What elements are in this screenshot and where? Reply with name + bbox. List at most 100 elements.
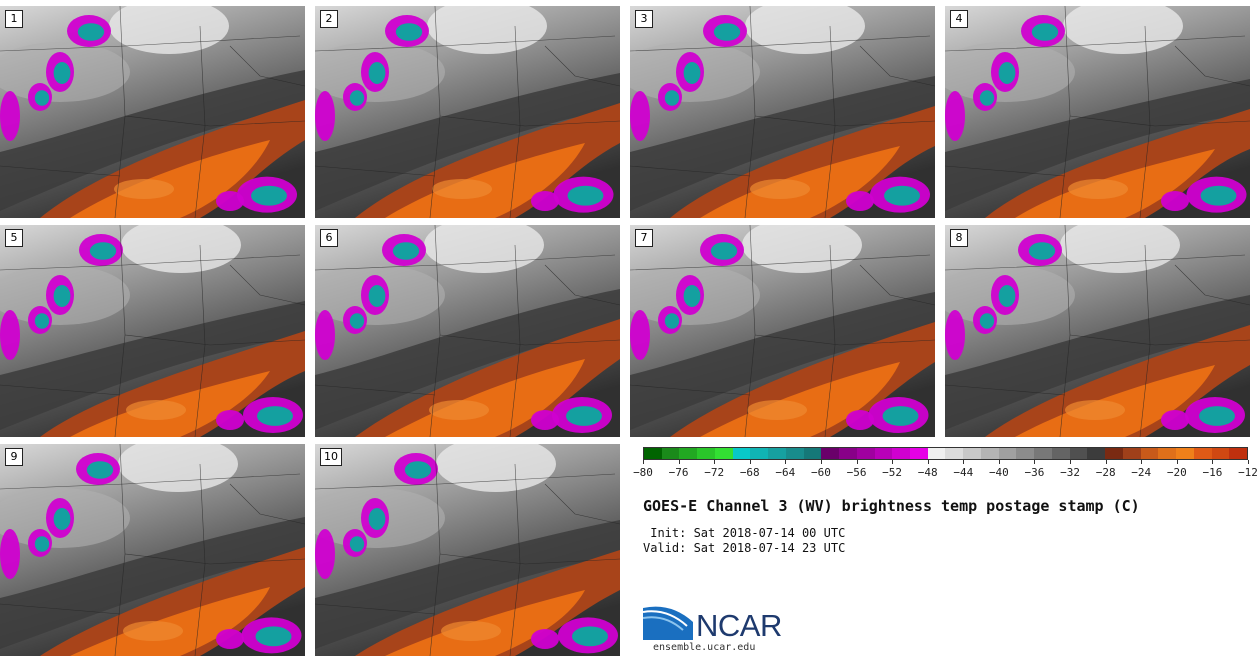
map-panel-7: 7 <box>630 225 935 437</box>
site-url: ensemble.ucar.edu <box>653 642 756 653</box>
colorbar-tick-label: −24 <box>1131 466 1152 479</box>
colorbar-tick-label: −36 <box>1024 466 1045 479</box>
colorbar-swatch <box>1087 448 1106 459</box>
wv-map-image <box>0 444 305 656</box>
colorbar-tick-label: −64 <box>775 466 796 479</box>
wv-map-image <box>0 6 305 218</box>
colorbar-tick-label: −44 <box>953 466 974 479</box>
colorbar-swatch <box>1140 448 1159 459</box>
colorbar-swatch <box>910 448 928 459</box>
colorbar-swatch <box>1016 448 1035 459</box>
panel-number: 5 <box>5 229 23 247</box>
colorbar-tick <box>1105 460 1107 464</box>
wv-map-image <box>0 225 305 437</box>
colorbar-tick-label: −52 <box>882 466 903 479</box>
colorbar <box>643 447 1248 460</box>
colorbar-tick-label: −12 <box>1238 466 1258 479</box>
colorbar-tick-label: −48 <box>917 466 938 479</box>
colorbar-tick <box>749 460 751 464</box>
wv-map-image <box>630 225 935 437</box>
colorbar-tick <box>714 460 716 464</box>
panel-number: 8 <box>950 229 968 247</box>
colorbar-swatch <box>785 448 804 459</box>
ncar-logo-icon <box>643 606 693 640</box>
init-time: Init: Sat 2018-07-14 00 UTC <box>643 526 846 540</box>
colorbar-tick-label: −16 <box>1202 466 1223 479</box>
colorbar-swatch <box>768 448 786 459</box>
colorbar-tick-label: −72 <box>704 466 725 479</box>
colorbar-swatch <box>998 448 1017 459</box>
wv-map-image <box>315 225 620 437</box>
colorbar-swatch <box>892 448 911 459</box>
colorbar-swatch <box>803 448 822 459</box>
colorbar-tick <box>927 460 929 464</box>
colorbar-tick <box>1176 460 1178 464</box>
colorbar-tick <box>678 460 680 464</box>
colorbar-tick-label: −28 <box>1095 466 1116 479</box>
colorbar-swatch <box>750 448 769 459</box>
colorbar-tick <box>856 460 858 464</box>
colorbar-ticks: −80 −76 −72 −68 −64 −60 −56 −52 −48 −44 −40 −36 −32 −… <box>633 460 1258 482</box>
colorbar-swatch <box>661 448 680 459</box>
colorbar-swatch <box>1122 448 1141 459</box>
panel-number: 3 <box>635 10 653 28</box>
panel-number: 6 <box>320 229 338 247</box>
map-panel-3: 3 <box>630 6 935 218</box>
wv-map-image <box>315 6 620 218</box>
colorbar-tick <box>785 460 787 464</box>
panel-number: 7 <box>635 229 653 247</box>
colorbar-swatch <box>644 448 662 459</box>
valid-time: Valid: Sat 2018-07-14 23 UTC <box>643 541 846 555</box>
colorbar-tick <box>643 460 644 464</box>
colorbar-tick <box>1034 460 1036 464</box>
colorbar-tick <box>820 460 822 464</box>
colorbar-tick <box>892 460 894 464</box>
colorbar-tick-label: −20 <box>1166 466 1187 479</box>
colorbar-swatch <box>1069 448 1088 459</box>
colorbar-tick <box>1070 460 1072 464</box>
panel-number: 1 <box>5 10 23 28</box>
colorbar-tick-label: −32 <box>1060 466 1080 479</box>
colorbar-swatch <box>1211 448 1230 459</box>
colorbar-tick-label: −60 <box>811 466 831 479</box>
colorbar-tick <box>1248 460 1249 464</box>
colorbar-tick-label: −40 <box>988 466 1009 479</box>
colorbar-swatch <box>1034 448 1052 459</box>
colorbar-swatch <box>927 448 946 459</box>
colorbar-swatch <box>856 448 875 459</box>
colorbar-swatch <box>874 448 893 459</box>
colorbar-swatch <box>697 448 715 459</box>
colorbar-swatch <box>1051 448 1070 459</box>
map-panel-8: 8 <box>945 225 1250 437</box>
colorbar-tick-label: −56 <box>846 466 867 479</box>
colorbar-tick-label: −80 <box>633 466 653 479</box>
map-panel-2: 2 <box>315 6 620 218</box>
wv-map-image <box>630 6 935 218</box>
colorbar-swatch <box>679 448 698 459</box>
colorbar-tick-label: −76 <box>668 466 689 479</box>
colorbar-swatch <box>945 448 964 459</box>
ncar-logo-text: NCAR <box>696 608 782 643</box>
wv-map-image <box>945 6 1250 218</box>
map-panel-5: 5 <box>0 225 305 437</box>
wv-map-image <box>945 225 1250 437</box>
colorbar-swatch <box>821 448 840 459</box>
wv-map-image <box>315 444 620 656</box>
colorbar-swatch <box>714 448 733 459</box>
map-panel-4: 4 <box>945 6 1250 218</box>
colorbar-swatch <box>963 448 981 459</box>
panel-number: 10 <box>320 448 342 466</box>
colorbar-tick-label: −68 <box>739 466 760 479</box>
colorbar-swatch <box>732 448 751 459</box>
map-panel-10: 10 <box>315 444 620 656</box>
map-panel-9: 9 <box>0 444 305 656</box>
chart-title: GOES-E Channel 3 (WV) brightness temp po… <box>643 497 1140 515</box>
panel-number: 4 <box>950 10 968 28</box>
colorbar-swatch <box>839 448 857 459</box>
panel-number: 9 <box>5 448 23 466</box>
colorbar-tick <box>1212 460 1214 464</box>
colorbar-tick <box>963 460 965 464</box>
colorbar-swatch <box>1176 448 1194 459</box>
colorbar-swatch <box>1193 448 1212 459</box>
colorbar-swatch <box>980 448 999 459</box>
